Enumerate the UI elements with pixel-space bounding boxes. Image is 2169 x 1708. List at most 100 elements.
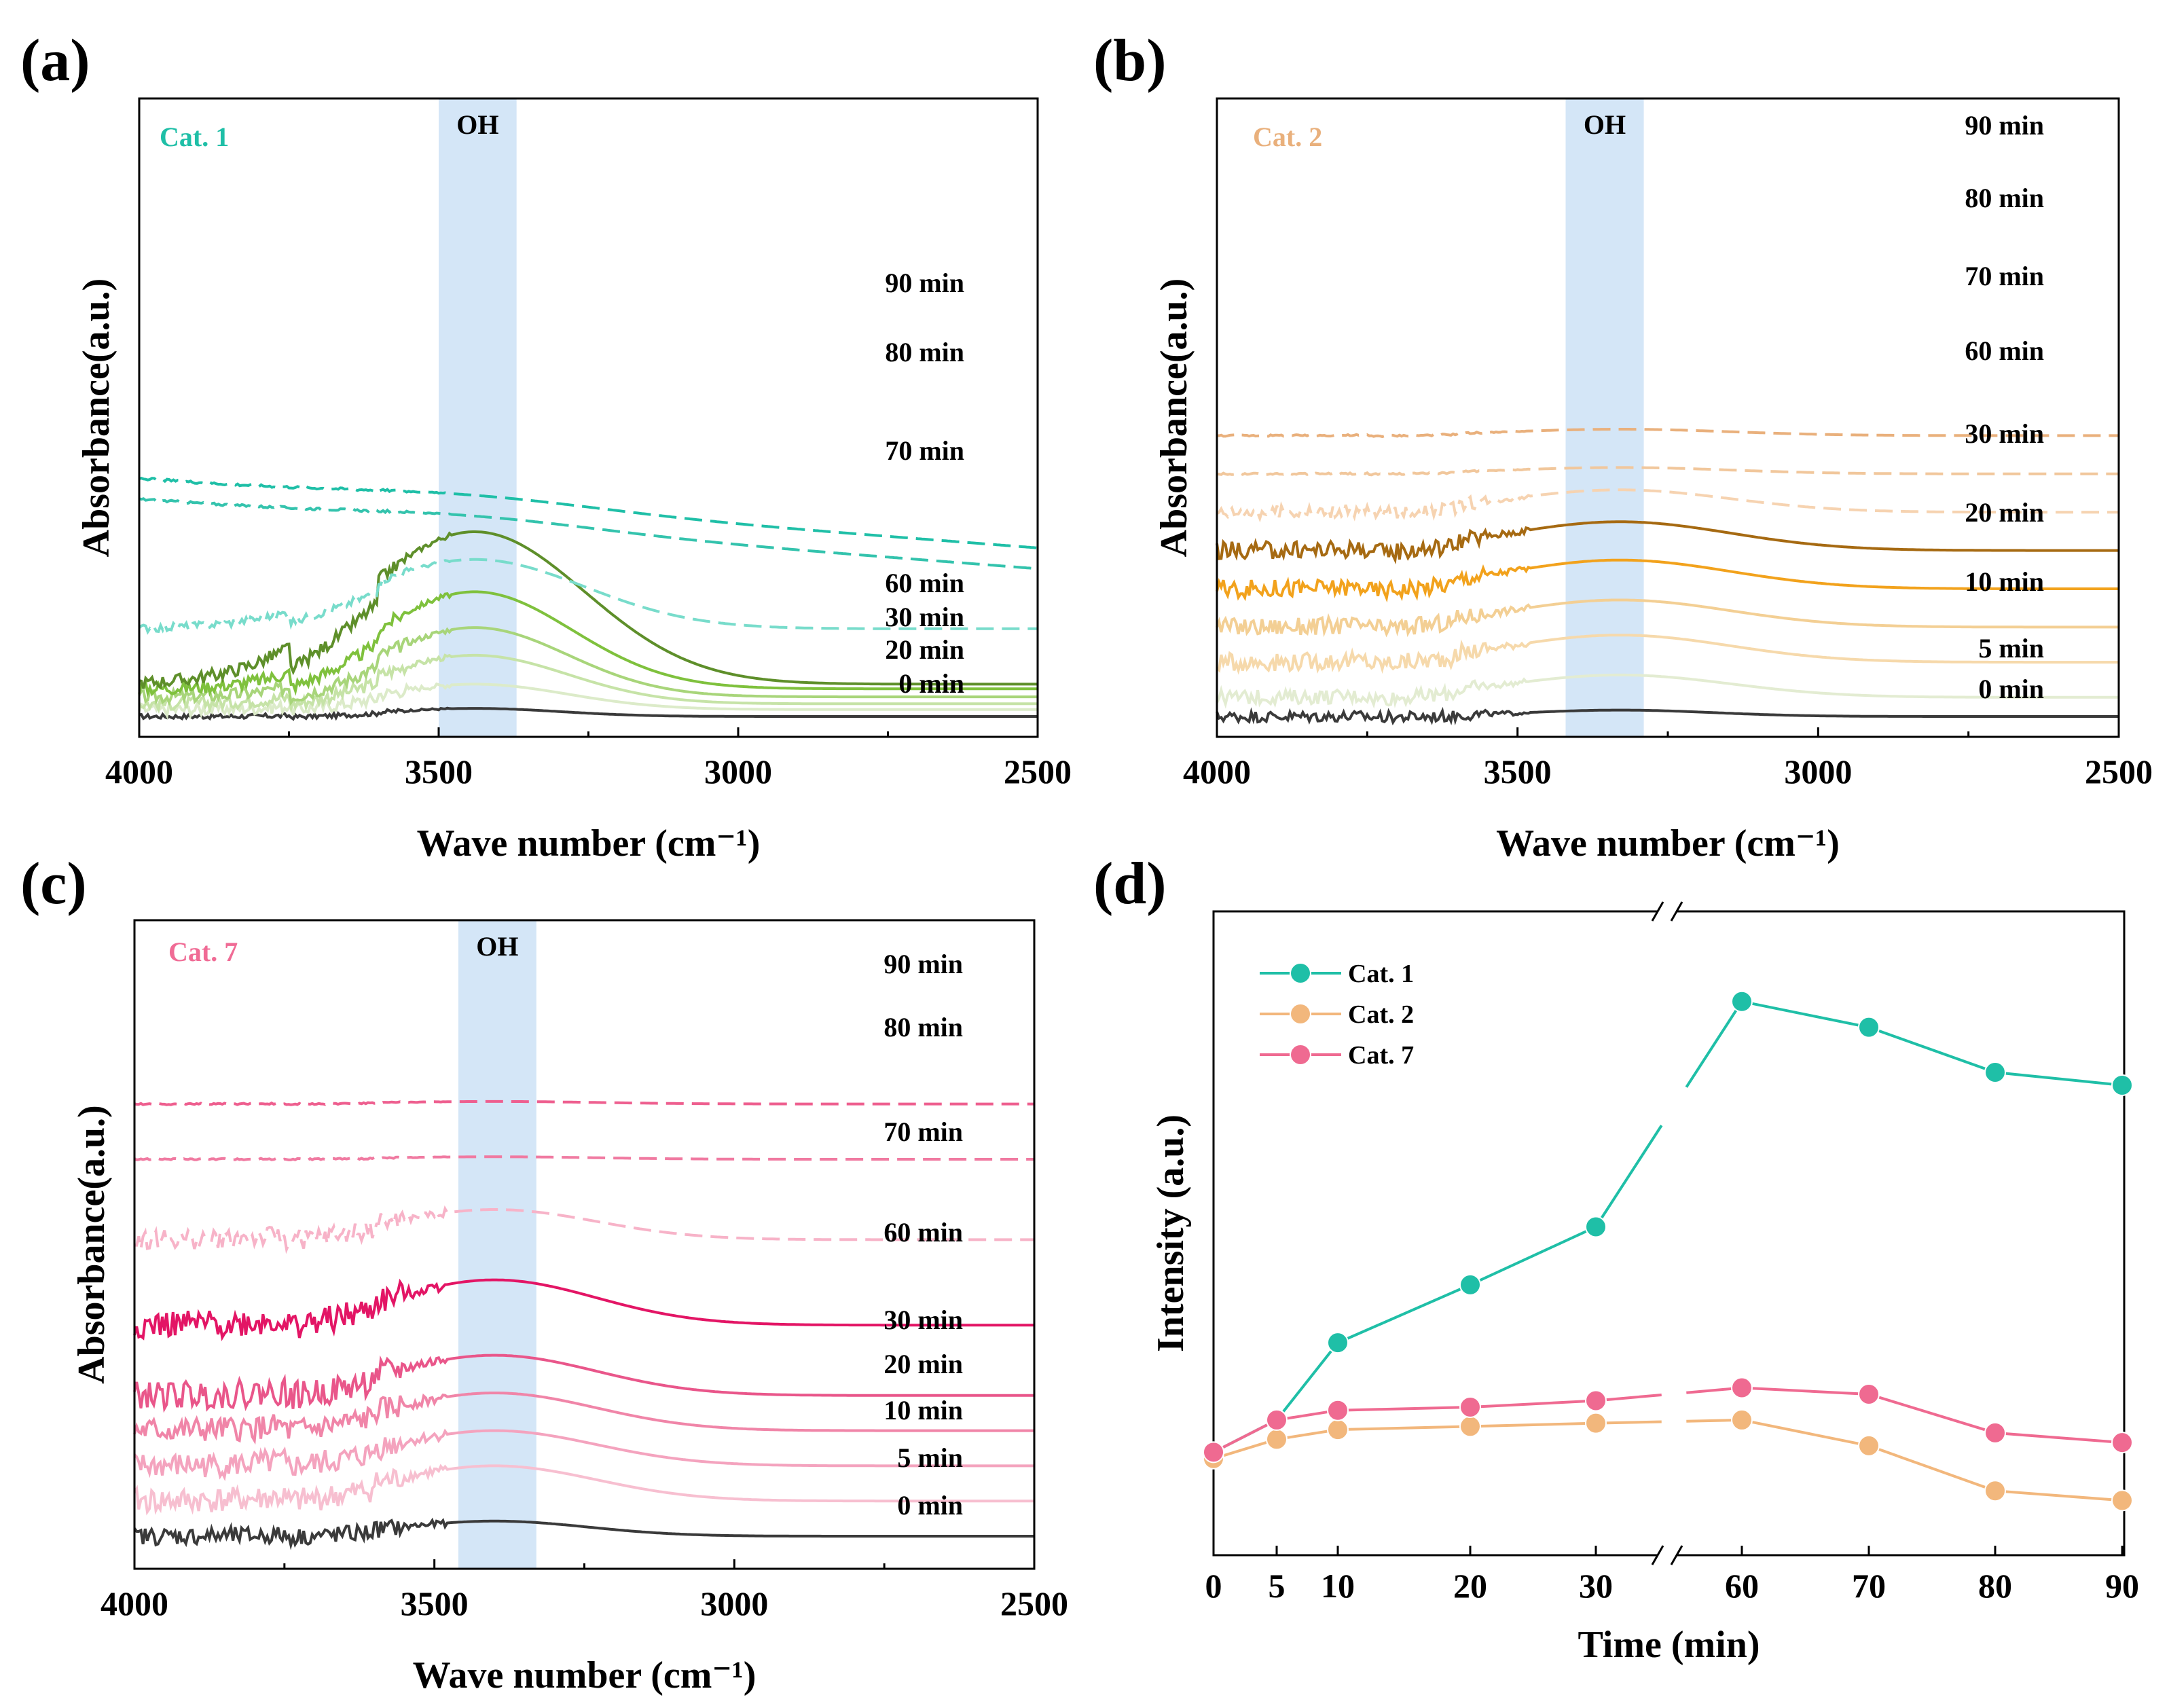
x-tick-label: 0 <box>1205 1567 1222 1605</box>
spectrum-20-min <box>133 1392 1034 1445</box>
panel-letter: (c) <box>20 851 87 917</box>
series-break-segment <box>1595 1420 1662 1425</box>
x-axis-title: Wave number (cm⁻¹) <box>1496 822 1840 865</box>
x-tick-label: 3000 <box>700 1584 768 1622</box>
axis-break-mark <box>1670 1545 1683 1565</box>
series-label: 80 min <box>883 1012 963 1042</box>
x-tick-label: 2500 <box>2085 752 2153 791</box>
oh-band <box>458 920 536 1569</box>
x-tick-label: 60 <box>1725 1567 1759 1605</box>
legend-marker <box>1290 962 1311 984</box>
data-point <box>1459 1273 1481 1296</box>
spectrum-0-min <box>139 706 1038 721</box>
spectrum-0-min <box>133 1517 1034 1550</box>
spectrum-5-min <box>1216 673 2119 709</box>
oh-band <box>1565 98 1644 737</box>
series-label: 90 min <box>1965 110 2044 141</box>
spectrum-extra-7 <box>139 497 1038 570</box>
data-point <box>2111 1489 2133 1512</box>
spectrum-30-min <box>138 653 1038 714</box>
series-label: 30 min <box>1965 418 2044 449</box>
x-tick-label: 20 <box>1453 1567 1487 1605</box>
spectrum-80-min <box>133 1155 1034 1162</box>
x-tick-label: 3500 <box>1484 752 1552 791</box>
series-label: 70 min <box>885 435 964 466</box>
spectrum-80-min <box>139 530 1038 690</box>
x-tick-label: 70 <box>1852 1567 1886 1605</box>
spectrum-90-min <box>134 1100 1034 1106</box>
spectrum-20-min <box>138 682 1038 720</box>
series-line-Cat7 <box>1213 1386 2123 1454</box>
y-axis-title: Intensity (a.u.) <box>1150 1114 1192 1352</box>
x-axis-title: Wave number (cm⁻¹) <box>417 822 761 865</box>
spectrum-60-min <box>133 1278 1034 1341</box>
legend-marker <box>1290 1003 1311 1025</box>
spectrum-60-min <box>1216 520 2119 565</box>
legend: Cat. 1 Cat. 2 Cat. 7 <box>1260 960 1414 1070</box>
x-axis-title: Wave number (cm⁻¹) <box>413 1654 757 1696</box>
catalyst-label: Cat. 1 <box>160 122 229 152</box>
panel-a: OH 4000 3500 3000 2500 Wave number (cm⁻¹) Abso… <box>20 28 1072 865</box>
series-label: 80 min <box>1965 183 2044 213</box>
oh-band-label: OH <box>1584 109 1626 140</box>
y-axis-title: Absorbance(a.u.) <box>75 278 117 558</box>
spectrum-0-min <box>1216 706 2119 726</box>
spectrum-70-min <box>134 1205 1034 1254</box>
x-tick-label: 2500 <box>1000 1584 1068 1622</box>
data-point <box>2111 1074 2133 1096</box>
data-point <box>1731 990 1753 1013</box>
spectrum-80-min <box>1216 466 2119 477</box>
series-break-segment <box>1594 1125 1663 1228</box>
panel-letter: (b) <box>1093 28 1167 94</box>
series-label: 20 min <box>885 634 964 665</box>
panel-c: OH 4000 3500 3000 2500 Wave number (cm⁻¹) Abso… <box>20 851 1068 1696</box>
oh-band <box>439 98 517 737</box>
series-label: 90 min <box>883 949 963 979</box>
axis-break-mark <box>1651 901 1664 922</box>
data-point <box>1858 1016 1880 1038</box>
data-point <box>2111 1432 2133 1454</box>
spectrum-60-min <box>138 626 1038 706</box>
panel-b: OH 4000 3500 3000 2500 Wave number (cm⁻¹) Abso… <box>1093 28 2153 865</box>
panel-letter: (a) <box>20 28 90 94</box>
x-tick-label: 4000 <box>105 752 173 791</box>
legend-marker <box>1290 1044 1311 1066</box>
series-label: 60 min <box>1965 335 2044 366</box>
data-point <box>1858 1383 1880 1405</box>
x-tick-label: 5 <box>1269 1567 1286 1605</box>
spectrum-90-min <box>1216 428 2119 439</box>
data-point <box>1203 1441 1224 1464</box>
data-point <box>1459 1396 1481 1418</box>
x-tick-label: 3500 <box>405 752 473 791</box>
oh-band-label: OH <box>476 931 518 962</box>
series-label: 0 min <box>897 1490 963 1521</box>
axis-break-mark <box>1651 1545 1664 1565</box>
data-point <box>1984 1421 2006 1444</box>
data-point <box>1984 1480 2006 1502</box>
spectrum-70-min <box>138 590 1038 698</box>
x-tick-label: 90 <box>2105 1567 2139 1605</box>
data-point <box>1459 1415 1481 1438</box>
oh-band-label: OH <box>456 109 498 140</box>
x-tick-label: 30 <box>1579 1567 1613 1605</box>
legend-label: Cat. 7 <box>1348 1041 1414 1070</box>
series-label: 10 min <box>883 1395 963 1425</box>
series-label: 70 min <box>1965 261 2044 291</box>
series-label: 10 min <box>1965 566 2044 597</box>
data-point <box>1266 1428 1288 1451</box>
series-label: 20 min <box>883 1349 963 1379</box>
data-point <box>1731 1409 1753 1431</box>
series-label: 60 min <box>883 1217 963 1248</box>
data-point <box>1858 1434 1880 1457</box>
x-tick-label: 80 <box>1978 1567 2012 1605</box>
spectrum-10-min <box>1216 634 2119 675</box>
x-tick-label: 4000 <box>1183 752 1251 791</box>
spectrum-30-min <box>133 1353 1034 1413</box>
data-point <box>1327 1399 1349 1421</box>
series-label: 5 min <box>1978 633 2044 664</box>
legend-label: Cat. 2 <box>1348 1000 1414 1029</box>
spectrum-30-min <box>1216 558 2119 603</box>
legend-label: Cat. 1 <box>1348 960 1414 988</box>
catalyst-label: Cat. 2 <box>1253 122 1322 152</box>
